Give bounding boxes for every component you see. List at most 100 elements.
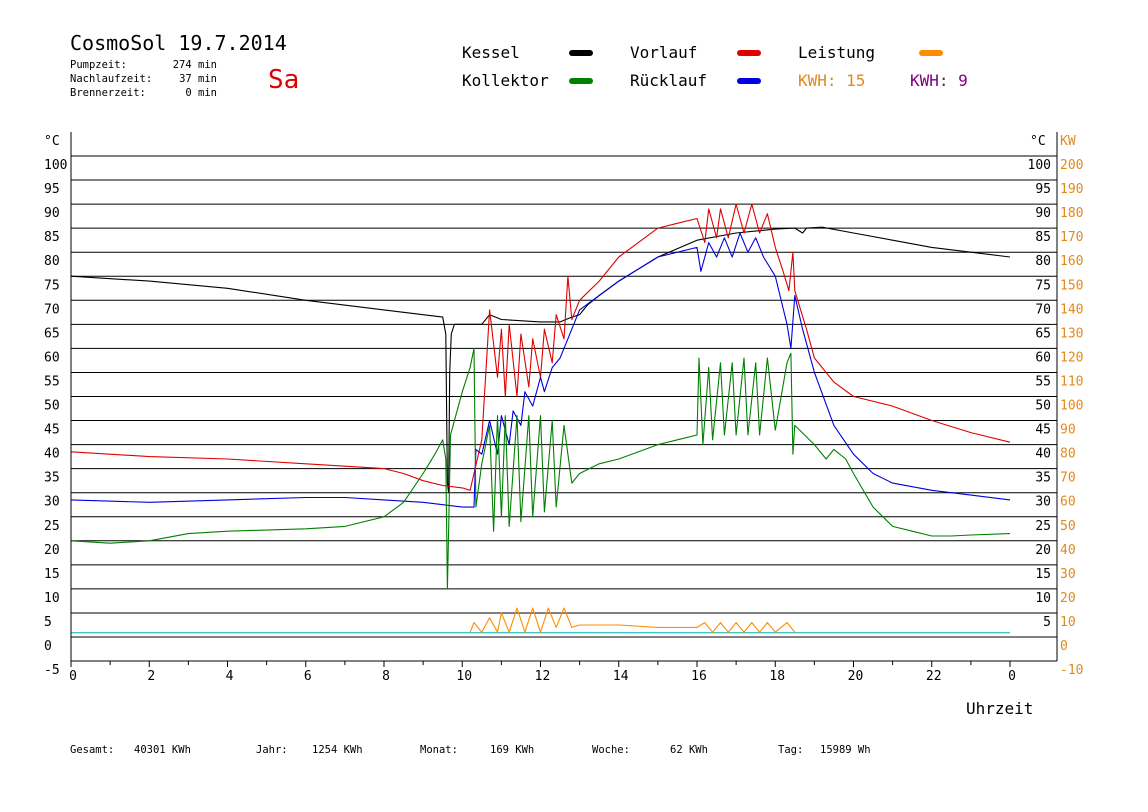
y-tick-right-power: 130 [1060, 326, 1083, 341]
legend: Kessel Vorlauf Leistung Kollektor Rücklauf KW… [462, 43, 968, 90]
x-tick-label: 18 [769, 669, 785, 684]
series-line-kollektor [70, 347, 1011, 590]
footer-value-0: 40301 KWh [134, 744, 191, 756]
x-tick-label: 10 [456, 669, 472, 684]
header-stats: Pumpzeit: 274 min Nachlaufzeit: 37 min Brenn… [70, 59, 217, 99]
y-tick-left: 80 [44, 254, 60, 269]
kwh-label-1: KWH: 9 [910, 71, 968, 90]
stat-label-0: Pumpzeit: [70, 59, 127, 71]
footer-label-0: Gesamt: [70, 744, 114, 756]
x-axis-label: Uhrzeit [966, 699, 1033, 718]
x-tick-label: 6 [304, 669, 312, 684]
y-tick-right-temp: 65 [1035, 326, 1051, 341]
y-tick-left: 20 [44, 543, 60, 558]
y-tick-right-power: 190 [1060, 182, 1083, 197]
y-tick-right-power: 100 [1060, 399, 1083, 414]
y-tick-left: -5 [44, 663, 60, 678]
x-tick-label: 0 [69, 669, 77, 684]
y-tick-left: 75 [44, 278, 60, 293]
y-tick-right-temp: 45 [1035, 423, 1051, 438]
y-tick-left: 100 [44, 158, 67, 173]
y-tick-right-temp: 5 [1043, 615, 1051, 630]
footer-value-3: 62 KWh [670, 744, 708, 756]
footer-label-4: Tag: [778, 744, 803, 756]
y-axis-label-right-power: KW [1060, 134, 1076, 149]
legend-label-2: Leistung [798, 43, 875, 62]
legend-label-1: Vorlauf [630, 43, 697, 62]
y-tick-right-temp: 80 [1035, 254, 1051, 269]
y-tick-right-power: 170 [1060, 230, 1083, 245]
y-tick-right-power: -10 [1060, 663, 1083, 678]
footer-label-1: Jahr: [256, 744, 288, 756]
x-tick-label: 0 [1008, 669, 1016, 684]
y-tick-right-temp: 60 [1035, 350, 1051, 365]
y-axis-label-left: °C [44, 134, 60, 149]
footer-value-2: 169 KWh [490, 744, 534, 756]
y-tick-right-power: 150 [1060, 278, 1083, 293]
y-tick-right-temp: 90 [1035, 206, 1051, 221]
y-tick-right-power: 60 [1060, 495, 1076, 510]
y-tick-left: 50 [44, 399, 60, 414]
axes: °C °C KW1009590858075706560555045403530252… [44, 132, 1083, 684]
y-tick-left: 70 [44, 302, 60, 317]
x-tick-label: 22 [926, 669, 942, 684]
y-tick-right-temp: 50 [1035, 399, 1051, 414]
stat-label-2: Brennerzeit: [70, 87, 146, 99]
y-tick-right-temp: 15 [1035, 567, 1051, 582]
series-line-leistung [469, 607, 796, 633]
y-tick-right-power: 0 [1060, 639, 1068, 654]
y-tick-left: 30 [44, 495, 60, 510]
footer-value-4: 15989 Wh [820, 744, 871, 756]
y-tick-left: 55 [44, 374, 60, 389]
footer-value-1: 1254 KWh [312, 744, 363, 756]
y-tick-right-power: 50 [1060, 519, 1076, 534]
chart-title: CosmoSol 19.7.2014 [70, 31, 287, 55]
y-tick-right-power: 10 [1060, 615, 1076, 630]
series-line-rcklauf [70, 232, 1011, 508]
legend-label-4: Rücklauf [630, 71, 707, 90]
y-tick-right-power: 30 [1060, 567, 1076, 582]
x-tick-label: 20 [848, 669, 864, 684]
x-tick-label: 4 [226, 669, 234, 684]
y-tick-right-power: 120 [1060, 350, 1083, 365]
legend-label-3: Kollektor [462, 71, 549, 90]
y-tick-right-temp: 100 [1028, 158, 1051, 173]
y-tick-right-power: 140 [1060, 302, 1083, 317]
stat-value-2: 0 min [185, 87, 217, 99]
x-tick-label: 14 [613, 669, 629, 684]
y-tick-right-power: 90 [1060, 423, 1076, 438]
y-tick-right-temp: 30 [1035, 495, 1051, 510]
series-line-kessel [70, 226, 1011, 494]
y-tick-right-temp: 20 [1035, 543, 1051, 558]
y-tick-right-power: 20 [1060, 591, 1076, 606]
x-tick-label: 16 [691, 669, 707, 684]
kwh-label-0: KWH: 15 [798, 71, 865, 90]
y-axis-label-right-temp: °C [1030, 134, 1046, 149]
y-tick-left: 35 [44, 471, 60, 486]
x-tick-label: 12 [535, 669, 551, 684]
footer-stats: Gesamt: 40301 KWh Jahr: 1254 KWh Monat: 169 K… [70, 744, 871, 756]
y-tick-right-temp: 10 [1035, 591, 1051, 606]
y-tick-left: 60 [44, 350, 60, 365]
y-tick-left: 15 [44, 567, 60, 582]
y-tick-left: 10 [44, 591, 60, 606]
y-tick-right-power: 160 [1060, 254, 1083, 269]
x-tick-label: 8 [382, 669, 390, 684]
y-tick-right-power: 40 [1060, 543, 1076, 558]
series-line-vorlauf [70, 203, 1011, 491]
y-tick-right-temp: 70 [1035, 302, 1051, 317]
stat-value-0: 274 min [173, 59, 217, 71]
y-tick-right-power: 180 [1060, 206, 1083, 221]
y-tick-right-power: 200 [1060, 158, 1083, 173]
y-tick-left: 5 [44, 615, 52, 630]
y-tick-right-temp: 75 [1035, 278, 1051, 293]
y-tick-left: 90 [44, 206, 60, 221]
y-tick-left: 45 [44, 423, 60, 438]
y-tick-right-temp: 95 [1035, 182, 1051, 197]
y-tick-right-power: 80 [1060, 447, 1076, 462]
footer-label-3: Woche: [592, 744, 630, 756]
y-tick-left: 25 [44, 519, 60, 534]
y-tick-left: 85 [44, 230, 60, 245]
grid [71, 155, 1057, 662]
